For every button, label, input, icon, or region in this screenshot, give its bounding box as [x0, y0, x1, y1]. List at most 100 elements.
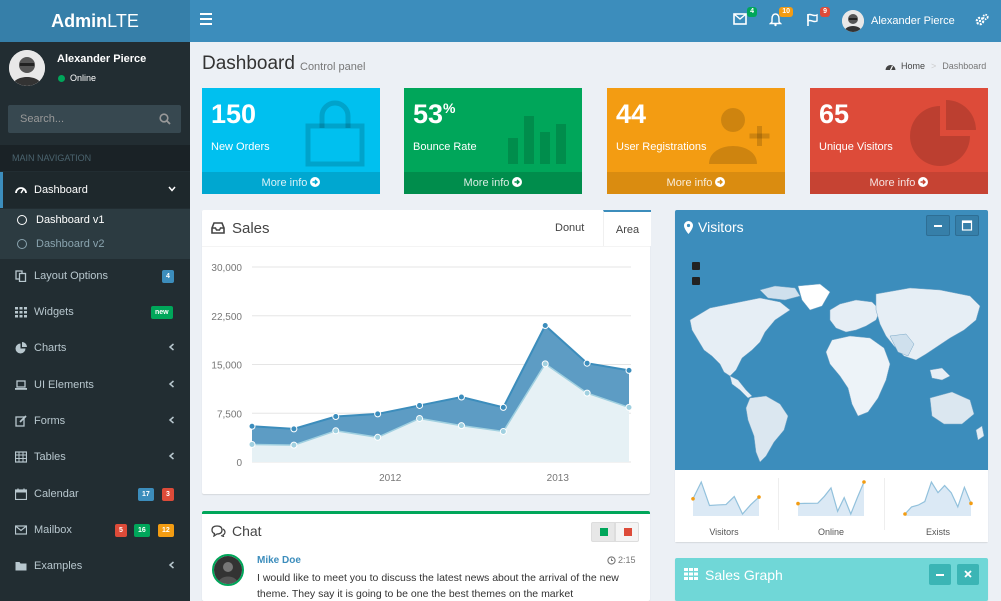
close-button[interactable] — [957, 564, 979, 585]
minus-icon — [934, 225, 942, 227]
tab-donut[interactable]: Donut — [555, 222, 585, 234]
sidebar-item-dashboard[interactable]: Dashboard — [0, 172, 190, 208]
zoom-in-button[interactable] — [692, 262, 700, 270]
sparkline-label: Exists — [925, 527, 950, 537]
sparkline-label: Online — [817, 527, 844, 537]
sparkline-label: Visitors — [709, 527, 739, 537]
data-point — [499, 427, 507, 435]
tasks-badge: 9 — [820, 7, 830, 17]
data-point — [457, 393, 465, 401]
sidebar-item-label: Mailbox — [34, 524, 72, 536]
table-icon — [15, 451, 27, 463]
offline-status-button[interactable] — [615, 522, 639, 542]
sidebar-item-label: Dashboard — [34, 184, 88, 196]
comments-icon — [211, 525, 226, 537]
user-menu[interactable]: Alexander Pierce — [842, 10, 955, 32]
sales-graph-box: Sales Graph — [675, 558, 988, 601]
sales-graph-title: Sales Graph — [705, 567, 783, 583]
sidebar-toggle-icon[interactable] — [200, 13, 212, 25]
page-title: Dashboard — [202, 53, 295, 74]
series-line — [251, 323, 630, 430]
sidebar-user-name: Alexander Pierce — [57, 53, 147, 65]
notifications-badge: 10 — [779, 7, 793, 17]
sidebar-item-forms[interactable]: Forms — [0, 403, 190, 439]
dashboard-icon — [885, 64, 896, 70]
avatar — [9, 50, 45, 86]
dashboard-submenu: Dashboard v1 Dashboard v2 — [0, 209, 190, 259]
sidebar-item-charts[interactable]: Charts — [0, 330, 190, 366]
sidebar-item-mailbox[interactable]: Mailbox 5 16 12 — [0, 512, 190, 548]
sidebar-subitem-dashboard-v1[interactable]: Dashboard v1 — [17, 214, 105, 226]
bell-icon — [768, 13, 783, 27]
control-sidebar-toggle[interactable] — [975, 13, 991, 29]
data-point — [499, 403, 507, 411]
visitors-title: Visitors — [698, 219, 744, 235]
more-info-link[interactable]: More info — [810, 172, 988, 194]
sidebar-subitem-dashboard-v2[interactable]: Dashboard v2 — [17, 238, 105, 250]
sparkline-point — [691, 496, 695, 501]
notifications-menu[interactable]: 10 — [768, 7, 793, 29]
avatar — [842, 10, 864, 32]
sidebar: Alexander Pierce Online Search... MAIN N… — [0, 42, 190, 601]
data-point — [332, 427, 340, 435]
square-icon — [600, 528, 608, 536]
laptop-icon — [15, 380, 27, 390]
y-tick-label: 30,000 — [211, 263, 242, 274]
data-point — [625, 366, 633, 374]
search-icon[interactable] — [159, 113, 171, 125]
zoom-out-button[interactable] — [692, 277, 700, 285]
chevron-left-icon — [168, 380, 174, 388]
sidebar-item-label: Layout Options — [34, 270, 108, 282]
user-status: Online — [58, 73, 96, 83]
date-range-button[interactable] — [955, 215, 979, 236]
square-icon — [624, 528, 632, 536]
user-add-icon — [709, 108, 770, 164]
count-badge: 16 — [134, 524, 150, 537]
gears-icon — [975, 13, 989, 26]
breadcrumb-home[interactable]: Home — [901, 61, 926, 71]
arrow-circle-right-icon — [512, 177, 523, 187]
more-info-link[interactable]: More info — [607, 172, 785, 194]
more-info-link[interactable]: More info — [404, 172, 582, 194]
data-point — [248, 440, 256, 448]
data-point — [290, 425, 298, 433]
sidebar-item-examples[interactable]: Examples — [0, 548, 190, 584]
logo[interactable]: AdminLTE — [0, 0, 190, 42]
sidebar-item-label: Tables — [34, 451, 66, 463]
sales-title: Sales — [232, 220, 270, 237]
sidebar-item-tables[interactable]: Tables — [0, 439, 190, 475]
shopping-bag-icon — [305, 100, 365, 167]
arrow-circle-right-icon — [310, 177, 321, 187]
files-icon — [15, 270, 27, 282]
data-point — [416, 414, 424, 422]
sidebar-item-label: Widgets — [34, 306, 74, 318]
messages-menu[interactable]: 4 — [733, 7, 757, 29]
sidebar-item-calendar[interactable]: Calendar 17 3 — [0, 476, 190, 512]
tasks-menu[interactable]: 9 — [806, 7, 830, 29]
y-tick-label: 7,500 — [217, 409, 242, 420]
sparkline-exists — [903, 480, 973, 516]
world-map[interactable] — [680, 280, 985, 465]
collapse-button[interactable] — [926, 215, 950, 236]
visitors-sparklines: Visitors Online Exists — [675, 470, 988, 542]
collapse-button[interactable] — [929, 564, 951, 585]
sparkline-area — [693, 482, 759, 516]
data-point — [248, 422, 256, 430]
chat-author[interactable]: Mike Doe — [257, 555, 301, 566]
online-status-button[interactable] — [591, 522, 615, 542]
edit-icon — [15, 415, 27, 427]
info-box-label: Unique Visitors — [819, 141, 893, 153]
count-badge: 17 — [138, 488, 154, 501]
sidebar-search-input[interactable]: Search... — [8, 105, 181, 133]
series-line — [251, 362, 630, 446]
chat-time: 2:15 — [607, 555, 636, 565]
info-box-label: User Registrations — [616, 141, 707, 153]
tab-area[interactable]: Area — [603, 210, 651, 246]
sidebar-item-layout-options[interactable]: Layout Options 4 — [0, 258, 190, 294]
sidebar-item-label: Calendar — [34, 488, 79, 500]
sidebar-item-ui-elements[interactable]: UI Elements — [0, 367, 190, 403]
more-info-link[interactable]: More info — [202, 172, 380, 194]
info-box-unique-visitors: 65 Unique Visitors More info — [810, 88, 988, 194]
sparkline-area — [905, 482, 971, 516]
sidebar-item-widgets[interactable]: Widgets new — [0, 294, 190, 330]
